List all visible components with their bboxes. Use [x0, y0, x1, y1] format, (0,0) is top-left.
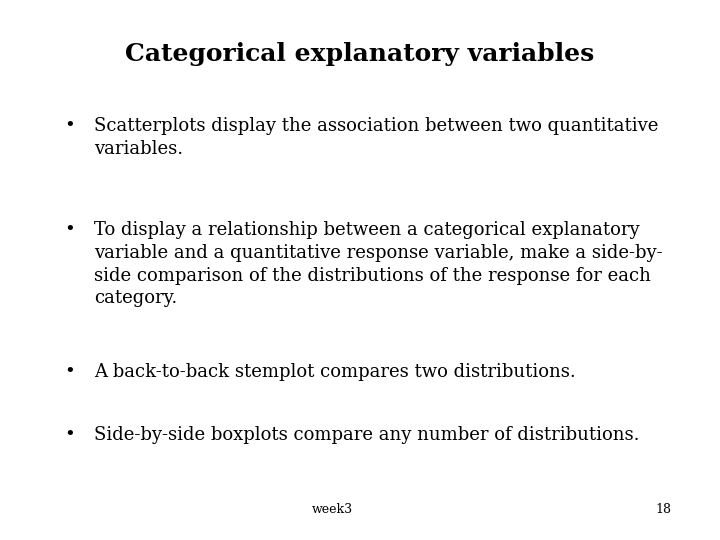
- Text: Categorical explanatory variables: Categorical explanatory variables: [125, 42, 595, 66]
- Text: week3: week3: [312, 503, 353, 516]
- Text: •: •: [64, 117, 75, 135]
- Text: Side-by-side boxplots compare any number of distributions.: Side-by-side boxplots compare any number…: [94, 426, 639, 443]
- Text: A back-to-back stemplot compares two distributions.: A back-to-back stemplot compares two dis…: [94, 363, 575, 381]
- Text: To display a relationship between a categorical explanatory
variable and a quant: To display a relationship between a cate…: [94, 221, 662, 307]
- Text: •: •: [64, 363, 75, 381]
- Text: •: •: [64, 426, 75, 443]
- Text: Scatterplots display the association between two quantitative
variables.: Scatterplots display the association bet…: [94, 117, 658, 158]
- Text: •: •: [64, 221, 75, 239]
- Text: 18: 18: [655, 503, 671, 516]
